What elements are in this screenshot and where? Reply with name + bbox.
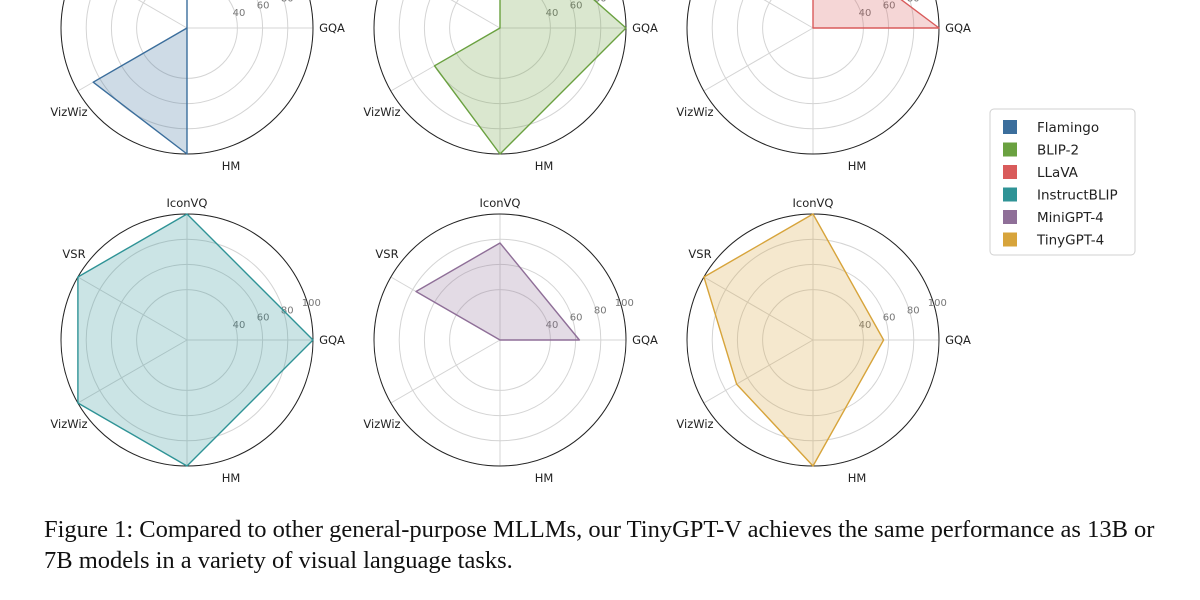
radial-tick-label: 60	[883, 1, 896, 12]
axis-label-vizwiz: VizWiz	[363, 105, 400, 119]
axis-label-iconvq: IconVQ	[167, 196, 208, 210]
radial-tick-label: 80	[594, 0, 607, 4]
axis-label-vizwiz: VizWiz	[50, 105, 87, 119]
legend-swatch	[1003, 210, 1017, 224]
legend-label: MiniGPT-4	[1037, 210, 1104, 226]
radial-tick-label: 80	[907, 0, 920, 4]
figure-caption: Figure 1: Compared to other general-purp…	[44, 516, 1155, 574]
grid-spoke	[137, 0, 188, 29]
radial-tick-label: 40	[859, 320, 872, 331]
legend-swatch	[1003, 142, 1017, 157]
radial-tick-label: 40	[546, 8, 559, 19]
radial-tick-label: 100	[302, 298, 321, 309]
axis-label-gqa: GQA	[319, 21, 345, 35]
grid-spoke	[763, 0, 814, 29]
legend-items: Flamingo BLIP-2 LLaVA InstructBLIP MiniGPT-4…	[1003, 120, 1118, 249]
series-area	[77, 213, 314, 467]
axis-label-gqa: GQA	[945, 21, 971, 35]
legend-label: TinyGPT-4	[1036, 233, 1104, 249]
legend-swatch	[1003, 120, 1017, 134]
radial-tick-label: 40	[546, 320, 559, 331]
axis-label-vizwiz: VizWiz	[676, 105, 713, 119]
legend-swatch	[1003, 165, 1017, 179]
legend-label: BLIP-2	[1037, 143, 1079, 159]
radial-tick-label: 80	[907, 305, 920, 316]
radar-panel-tinygpt-4: 40 60 80 100 IconVQ GQA HM VizWiz VSR	[676, 196, 971, 485]
legend: Flamingo BLIP-2 LLaVA InstructBLIP MiniGPT-4…	[989, 108, 1136, 256]
axis-label-gqa: GQA	[632, 21, 658, 35]
radial-tick-label: 40	[233, 320, 246, 331]
legend-swatch	[1003, 232, 1017, 247]
radial-tick-label: 80	[594, 305, 607, 316]
axis-label-vizwiz: VizWiz	[676, 417, 713, 431]
legend-swatch	[1003, 187, 1017, 202]
radial-tick-label: 60	[883, 313, 896, 324]
radial-tick-label: 80	[281, 0, 294, 4]
series-area	[92, 0, 188, 155]
axis-label-hm: HM	[848, 471, 867, 485]
radar-panel-instructblip: 40 60 80 100 IconVQ GQA HM VizWiz VSR	[50, 196, 345, 485]
radial-tick-label: 40	[859, 8, 872, 19]
axis-label-hm: HM	[535, 159, 554, 173]
grid-spoke	[450, 0, 501, 29]
grid-spoke	[703, 276, 814, 341]
axis-label-vsr: VSR	[375, 247, 398, 261]
axis-label-vizwiz: VizWiz	[50, 417, 87, 431]
radial-tick-label: 100	[615, 298, 634, 309]
series-area	[433, 0, 627, 155]
axis-label-vsr: VSR	[62, 247, 85, 261]
series-area	[812, 0, 940, 29]
axis-label-gqa: GQA	[632, 333, 658, 347]
radial-tick-label: 60	[570, 1, 583, 12]
axis-label-hm: HM	[535, 471, 554, 485]
grid-spoke	[390, 339, 501, 404]
grid-spoke	[703, 339, 814, 404]
legend-label: Flamingo	[1037, 120, 1099, 136]
radar-panel-minigpt-4: 40 60 80 100 IconVQ GQA HM VizWiz VSR	[363, 196, 658, 485]
grid-spoke	[77, 339, 188, 404]
radial-tick-label: 60	[570, 313, 583, 324]
radar-panels: 40 60 80 100 IconVQ GQA HM VizWiz VSR 40 60 80 100 Ic…	[50, 0, 971, 485]
radial-tick-label: 60	[257, 1, 270, 12]
radial-tick-label: 40	[233, 8, 246, 19]
radial-tick-label: 100	[928, 298, 947, 309]
axis-label-hm: HM	[222, 159, 241, 173]
legend-frame	[989, 108, 1136, 256]
legend-label: InstructBLIP	[1037, 188, 1118, 204]
radial-tick-label: 80	[281, 305, 294, 316]
grid-spoke	[77, 276, 188, 341]
axis-label-vsr: VSR	[688, 247, 711, 261]
axis-label-hm: HM	[848, 159, 867, 173]
legend-label: LLaVA	[1037, 165, 1079, 181]
axis-label-hm: HM	[222, 471, 241, 485]
grid-spoke	[703, 27, 814, 92]
axis-label-iconvq: IconVQ	[480, 196, 521, 210]
axis-label-iconvq: IconVQ	[793, 196, 834, 210]
axis-label-vizwiz: VizWiz	[363, 417, 400, 431]
polar-frame	[373, 213, 627, 467]
axis-label-gqa: GQA	[945, 333, 971, 347]
series-area	[415, 242, 581, 341]
radial-tick-label: 60	[257, 313, 270, 324]
series-area	[703, 213, 885, 467]
axis-label-gqa: GQA	[319, 333, 345, 347]
